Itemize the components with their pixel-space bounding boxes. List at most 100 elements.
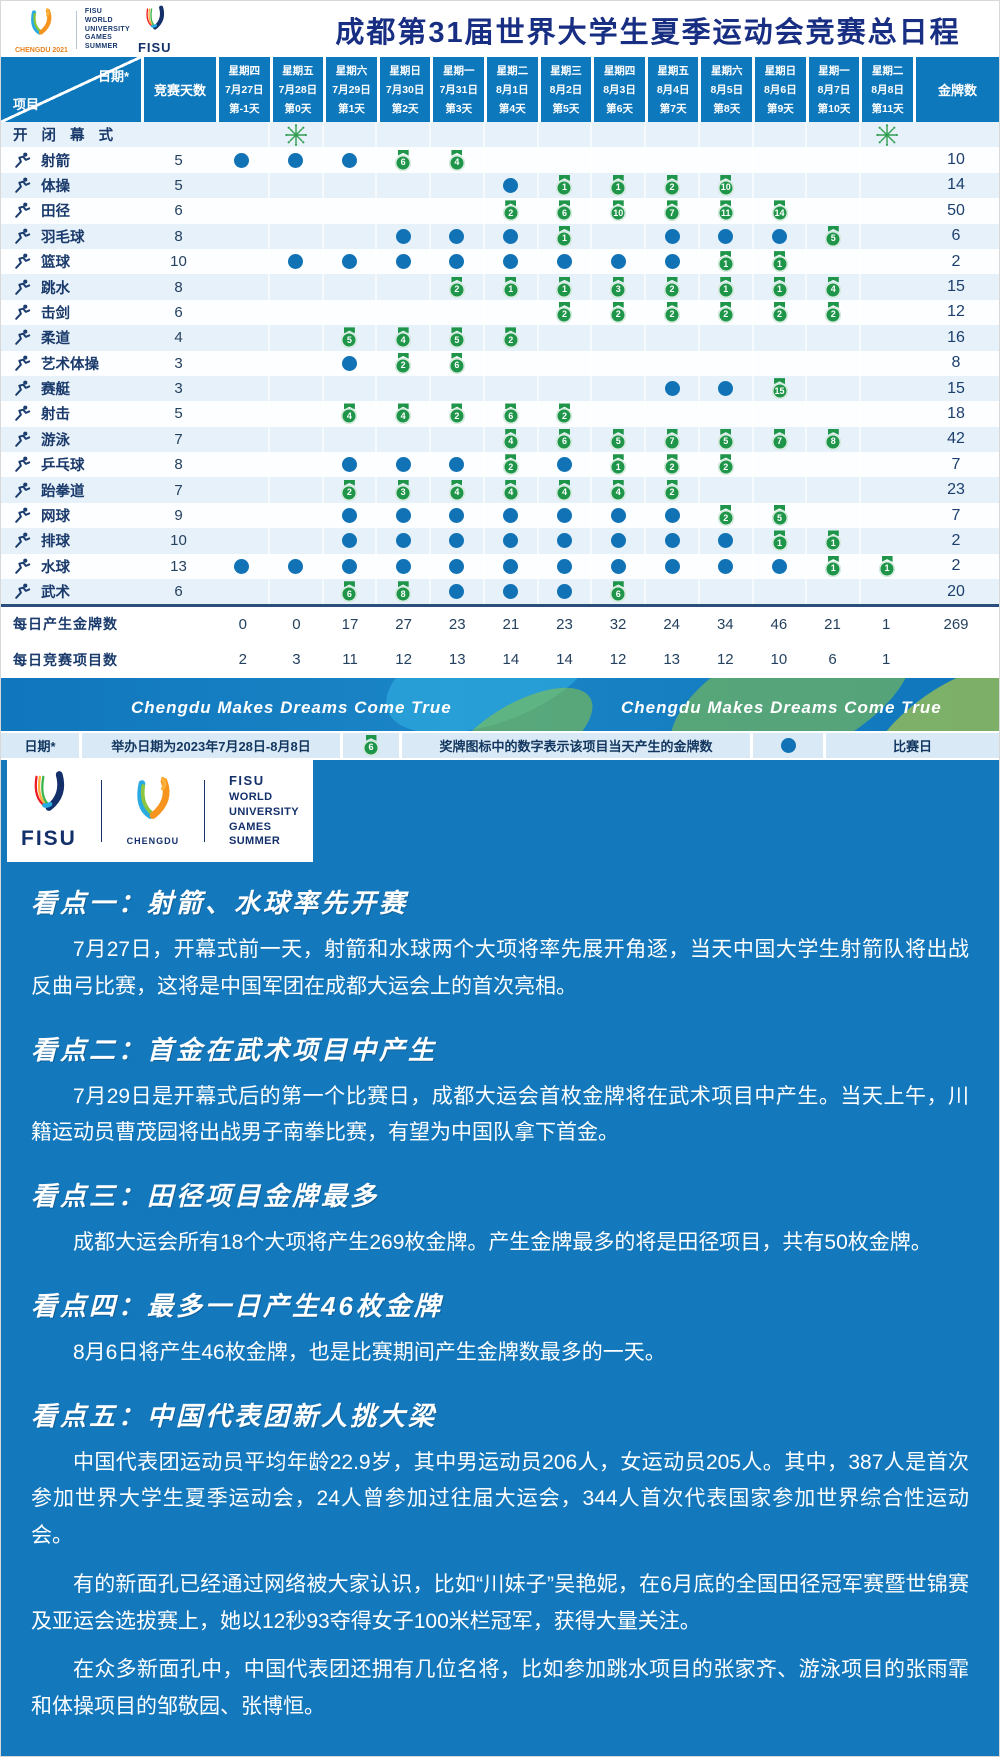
summary-value: 46 [770,615,788,633]
sport-label: 跳水 [1,274,141,299]
day-cell: 6 [375,147,429,173]
day-cell [536,350,591,376]
highlight-paragraph: 有的新面孔已经通过网络被大家认识，比如“川妹子”吴艳妮，在6月底的全国田径冠军赛… [31,1572,969,1633]
chengdu-2021-caption: CHENGDU 2021 [15,46,68,54]
medal-ribbon [612,479,624,486]
competition-day-dot [341,152,357,168]
day-cell [805,172,859,199]
slogan-banner: Chengdu Makes Dreams Come True Chengdu M… [1,678,999,732]
summary-value: 23 [556,615,573,633]
day-cell [216,300,268,325]
summary-value: 17 [341,615,359,633]
gold-medal-icon: 5 [610,428,627,450]
medal-ribbon [397,327,409,334]
competition-day-dot [395,228,411,244]
day-cell: 2 [697,452,752,478]
day-cell [644,502,698,529]
competition-day-dot [288,152,304,168]
medal-count: 1 [556,281,573,298]
sport-label: 游泳 [1,427,141,452]
day-cell: 2 [697,502,752,529]
day-cell [805,452,859,478]
competition-days: 9 [174,507,183,525]
sport-label: 羽毛球 [1,224,141,249]
day-cell [751,579,806,605]
gold-total: 42 [947,430,965,448]
medal-ribbon [558,428,570,435]
gold-medal-icon: 1 [771,530,788,552]
days-column-header: 竞赛天数 [141,57,216,122]
competition-days: 7 [174,481,183,499]
day-cell [482,579,537,605]
day-cell: 1 [751,248,806,275]
day-cell [805,122,859,148]
medal-ribbon [451,403,463,410]
day-cell: 2 [590,299,644,326]
summary-value: 3 [292,651,301,669]
gold-medal-icon: 8 [395,581,412,603]
competition-day-dot [556,533,572,549]
sport-name: 篮球 [41,255,70,272]
summary-value: 1 [881,615,891,633]
day-cell [267,274,322,300]
gold-medal-icon: 1 [502,276,519,298]
medal-count: 4 [448,484,465,501]
date-header-date: 8月1日 [496,84,529,96]
day-cell [644,223,698,249]
competition-day-dot [449,228,465,244]
medal-count: 2 [502,332,519,349]
day-cell: 5 [751,502,806,529]
day-cell: 2 [805,299,859,326]
competition-day-dot [503,254,519,270]
date-header-date: 7月28日 [278,84,318,96]
summary-value: 27 [395,615,412,633]
day-cell [859,325,913,351]
day-cell [216,503,268,528]
day-cell [859,274,913,300]
day-cell [590,502,644,529]
day-cell [216,528,268,553]
fisu-logo-large: FISU [21,770,77,851]
medal-ribbon [774,251,786,258]
medal-count: 1 [825,560,842,577]
day-cell [859,172,913,199]
medal-ribbon [505,276,517,283]
day-cell [805,401,859,427]
sport-name: 艺术体操 [41,356,99,373]
medal-count: 7 [771,433,788,450]
corner-cell: 日期* 项目 [1,57,141,122]
date-header-date: 8月7日 [817,84,851,96]
day-cell [859,401,913,427]
gold-medal-icon: 7 [664,428,680,450]
date-header-weekday: 星期日 [389,65,421,77]
day-cell [375,452,429,478]
competition-day-dot [664,508,680,524]
gold-total: 2 [951,252,961,270]
medal-ribbon [397,479,409,486]
day-cell: 7 [751,426,806,453]
day-cell [482,147,537,173]
summary-value: 1 [881,651,891,669]
day-cell [267,502,322,529]
day-cell [482,172,537,199]
medal-count: 1 [771,535,788,552]
day-cell: 11 [697,198,752,224]
slogan-text-left: Chengdu Makes Dreams Come True [131,698,452,718]
gold-medal-icon: 1 [556,276,573,298]
date-header-weekday: 星期日 [764,65,797,77]
medal-ribbon [720,454,732,461]
day-cell: 2 [697,299,752,326]
day-cell [751,147,806,173]
day-cell [536,553,591,580]
day-cell [267,477,322,503]
medal-ribbon [720,505,732,512]
day-cell [375,553,429,580]
day-cell [216,122,268,147]
day-cell [805,350,859,376]
day-cell: 4 [321,401,376,427]
sport-name: 体操 [41,178,70,195]
medal-ribbon [827,276,839,283]
medal-count: 2 [717,510,734,527]
sport-row: 跆拳道 7 2 3 4 4 4 4 2 23 [1,477,999,503]
